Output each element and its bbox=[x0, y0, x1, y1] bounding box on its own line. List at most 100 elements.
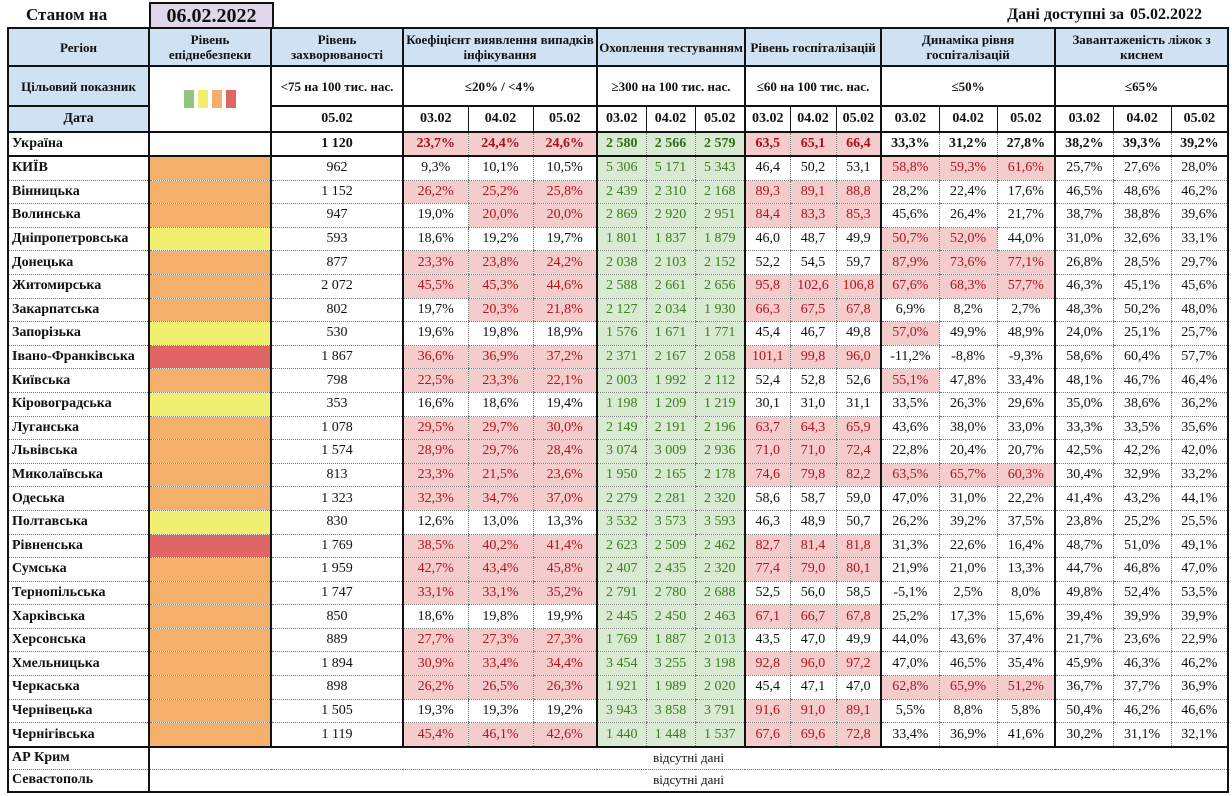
hospitalization-value: 66,4 bbox=[835, 132, 883, 157]
hospitalization-value: 59,0 bbox=[835, 486, 883, 511]
oxygen-beds-value: 49,1% bbox=[1170, 534, 1230, 559]
hosp-dynamics-value: 47,0% bbox=[880, 651, 940, 677]
hospitalization-value: 47,0 bbox=[835, 675, 883, 700]
incidence-value: 530 bbox=[270, 321, 404, 346]
hosp-dynamics-value: 33,0% bbox=[996, 416, 1057, 441]
date-hosp-3: 05.02 bbox=[835, 105, 883, 133]
region-name: Полтавська bbox=[7, 510, 150, 535]
detection-value: 19,3% bbox=[402, 699, 468, 724]
testing-value: 1 671 bbox=[645, 321, 696, 346]
region-name: Закарпатська bbox=[7, 298, 150, 323]
region-row: Волинська 947 19,0% 20,0% 20,0% 2 869 2 920 2 9… bbox=[7, 203, 1230, 228]
hospitalization-value: 58,6 bbox=[744, 486, 791, 511]
detection-value: 30,9% bbox=[402, 651, 468, 677]
oxygen-beds-value: 32,9% bbox=[1112, 463, 1172, 488]
incidence-value: 898 bbox=[270, 675, 404, 700]
hospitalization-value: 63,7 bbox=[744, 416, 791, 441]
testing-value: 2 371 bbox=[596, 345, 647, 370]
hospitalization-value: 72,8 bbox=[835, 722, 883, 748]
oxygen-beds-value: 50,4% bbox=[1054, 699, 1114, 724]
testing-value: 2 149 bbox=[596, 416, 647, 441]
epi-level-cell bbox=[148, 628, 272, 653]
hosp-dynamics-value: 57,0% bbox=[880, 321, 940, 346]
testing-value: 1 837 bbox=[645, 227, 696, 252]
hospitalization-value: 92,8 bbox=[744, 651, 791, 677]
oxygen-beds-value: 46,6% bbox=[1170, 699, 1230, 724]
region-name: АР Крим bbox=[7, 746, 150, 770]
testing-value: 2 034 bbox=[645, 298, 696, 323]
testing-value: 3 593 bbox=[694, 510, 747, 535]
testing-value: 2 020 bbox=[694, 675, 747, 700]
hosp-dynamics-value: 28,2% bbox=[880, 180, 940, 205]
testing-value: 3 074 bbox=[596, 439, 647, 464]
detection-value: 18,6% bbox=[402, 227, 468, 252]
incidence-value: 1 867 bbox=[270, 345, 404, 370]
hospitalization-value: 63,5 bbox=[744, 132, 791, 157]
hosp-dynamics-value: 26,3% bbox=[938, 392, 998, 417]
testing-value: 1 219 bbox=[694, 392, 747, 417]
hospitalization-value: 58,5 bbox=[835, 581, 883, 606]
hospitalization-value: 82,7 bbox=[744, 534, 791, 559]
testing-value: 2 168 bbox=[694, 180, 747, 205]
level-legend-swatches bbox=[184, 90, 236, 108]
hosp-dynamics-value: 59,3% bbox=[938, 156, 998, 181]
date-label: Дата bbox=[7, 105, 150, 133]
region-row: Тернопільська 1 747 33,1% 33,1% 35,2% 2 791 2 … bbox=[7, 581, 1230, 606]
detection-value: 25,2% bbox=[467, 180, 533, 205]
hosp-dynamics-value: 20,4% bbox=[938, 439, 998, 464]
hospitalization-value: 66,3 bbox=[744, 298, 791, 323]
hosp-dynamics-value: 21,0% bbox=[938, 557, 998, 582]
hospitalization-value: 46,3 bbox=[744, 510, 791, 535]
detection-value: 40,2% bbox=[467, 534, 533, 559]
oxygen-beds-value: 23,8% bbox=[1054, 510, 1114, 535]
hosp-dynamics-value: -8,8% bbox=[938, 345, 998, 370]
testing-value: 1 921 bbox=[596, 675, 647, 700]
hospitalization-value: 91,0 bbox=[789, 699, 837, 724]
detection-value: 42,6% bbox=[532, 722, 599, 748]
oxygen-beds-value: 21,7% bbox=[1054, 628, 1114, 653]
testing-value: 2 167 bbox=[645, 345, 696, 370]
oxygen-beds-value: 42,0% bbox=[1170, 439, 1230, 464]
testing-value: 2 791 bbox=[596, 581, 647, 606]
hospitalization-value: 59,7 bbox=[835, 250, 883, 275]
testing-value: 2 936 bbox=[694, 439, 747, 464]
epi-level-cell bbox=[148, 250, 272, 275]
oxygen-beds-value: 23,6% bbox=[1112, 628, 1172, 653]
oxygen-beds-value: 25,5% bbox=[1170, 510, 1230, 535]
detection-value: 20,0% bbox=[532, 203, 599, 228]
epi-level-cell bbox=[148, 392, 272, 417]
data-available-block: Дані доступні за 05.02.2022 bbox=[1007, 6, 1202, 24]
detection-value: 28,4% bbox=[532, 439, 599, 464]
incidence-value: 889 bbox=[270, 628, 404, 653]
detection-value: 19,8% bbox=[467, 604, 533, 629]
hospitalization-value: 56,0 bbox=[789, 581, 837, 606]
hosp-dynamics-value: 44,0% bbox=[996, 227, 1057, 252]
testing-value: 2 623 bbox=[596, 534, 647, 559]
date-detection-3: 05.02 bbox=[532, 105, 599, 133]
hosp-dynamics-value: 55,1% bbox=[880, 368, 940, 393]
testing-value: 2 178 bbox=[694, 463, 747, 488]
region-row: Хмельницька 1 894 30,9% 33,4% 34,4% 3 454 3 25… bbox=[7, 651, 1230, 677]
oxygen-beds-value: 46,7% bbox=[1112, 368, 1172, 393]
hospitalization-value: 79,8 bbox=[789, 463, 837, 488]
region-name: Хмельницька bbox=[7, 651, 150, 677]
hosp-dynamics-value: 60,3% bbox=[996, 463, 1057, 488]
oxygen-beds-value: 33,5% bbox=[1112, 416, 1172, 441]
region-name: Харківська bbox=[7, 604, 150, 629]
testing-value: 1 537 bbox=[694, 722, 747, 748]
detection-value: 46,1% bbox=[467, 722, 533, 748]
oxygen-beds-value: 39,2% bbox=[1170, 132, 1230, 157]
epi-level-cell bbox=[148, 132, 272, 157]
oxygen-beds-value: 51,0% bbox=[1112, 534, 1172, 559]
detection-value: 29,7% bbox=[467, 416, 533, 441]
detection-value: 32,3% bbox=[402, 486, 468, 511]
as-of-label: Станом на bbox=[26, 5, 108, 24]
hosp-dynamics-value: 65,9% bbox=[938, 675, 998, 700]
oxygen-beds-value: 50,2% bbox=[1112, 298, 1172, 323]
hospitalization-value: 69,6 bbox=[789, 722, 837, 748]
date-detection-1: 03.02 bbox=[402, 105, 469, 133]
oxygen-beds-value: 25,2% bbox=[1112, 510, 1172, 535]
hospitalization-value: 31,0 bbox=[789, 392, 837, 417]
hospitalization-value: 53,1 bbox=[835, 156, 883, 181]
region-name: Дніпропетровська bbox=[7, 227, 150, 252]
